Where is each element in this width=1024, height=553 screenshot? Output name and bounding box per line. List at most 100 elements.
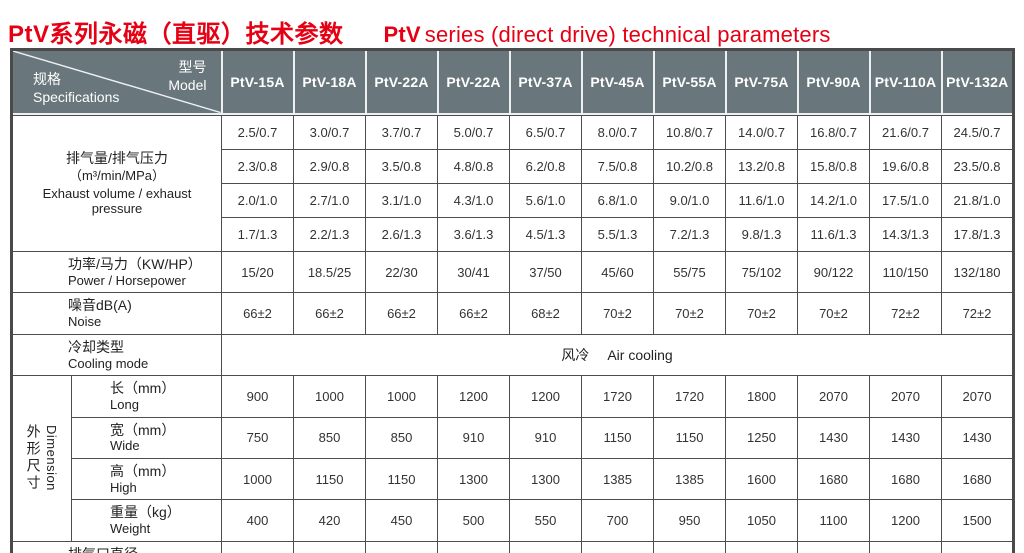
weight-label-en: Weight (110, 521, 151, 537)
model-header-cell: PtV-90A (796, 49, 871, 115)
long-label: 长（mm） Long (71, 375, 222, 418)
value-cell: 1.7/1.3 (221, 217, 294, 252)
corner-cell: 型号 Model 规格 Specifications (10, 49, 223, 115)
value-cell: 1385 (581, 457, 654, 501)
dimension-row-long: 外形尺寸 Dimension 长（mm） Long 900 1000 1000 120… (11, 375, 1014, 542)
parameters-table: 型号 Model 规格 Specifications PtV-15A PtV-18… (10, 48, 1015, 553)
value-cell: 13.2/0.8 (725, 149, 798, 184)
long-label-en: Long (110, 396, 139, 412)
value-cell: 1680 (797, 457, 870, 501)
value-cell: 2.2/1.3 (293, 217, 366, 252)
value-cell: 2070 (941, 375, 1014, 418)
value-cell: 1600 (725, 457, 798, 501)
value-cell: 19.6/0.8 (869, 149, 942, 184)
model-header-cell: PtV-22A (364, 49, 439, 115)
table-header-row: 型号 Model 规格 Specifications PtV-15A PtV-18… (10, 49, 1015, 115)
value-cell: 2.5/0.7 (221, 115, 294, 150)
value-cell: 7.2/1.3 (653, 217, 726, 252)
value-cell: 1100 (797, 499, 870, 542)
diagonal-divider (13, 51, 221, 113)
weight-label-zh: 重量（kg） (110, 504, 181, 521)
value-cell: 1150 (653, 416, 726, 459)
high-label: 高（mm） High (71, 457, 222, 501)
model-header-cell: PtV-132A (940, 49, 1015, 115)
value-cell: 3.0/0.7 (293, 115, 366, 150)
value-cell: 16.8/0.7 (797, 115, 870, 150)
model-header-cell: PtV-22A (436, 49, 511, 115)
value-cell: 30/41 (437, 250, 510, 294)
model-header-cell: PtV-15A (220, 49, 295, 115)
value-cell: 66±2 (293, 292, 366, 335)
value-cell: 14.0/0.7 (725, 115, 798, 150)
cooling-row: 冷却类型 Cooling mode 风冷 Air cooling (11, 333, 1014, 377)
value-cell: 3.5/0.8 (365, 149, 438, 184)
value-cell: 2" (797, 540, 870, 553)
value-cell: 900 (221, 375, 294, 418)
value-cell: 1" (221, 540, 294, 553)
value-cell: 2" (581, 540, 654, 553)
value-cell: 6.5/0.7 (509, 115, 582, 150)
exhaust-row-1: 排气量/排气压力 （m³/min/MPa） Exhaust volume / e… (11, 115, 1014, 252)
value-cell: 17.8/1.3 (941, 217, 1014, 252)
dimension-row-high: 高（mm） High 1000 1150 1150 1300 1300 1385 1385 1… (12, 457, 1014, 501)
value-cell: 14.3/1.3 (869, 217, 942, 252)
value-cell: 1250 (725, 416, 798, 459)
cooling-value-zh: 风冷 (561, 346, 590, 363)
value-cell: 15.8/0.8 (797, 149, 870, 184)
dimension-row-wide: 宽（mm） Wide 750 850 850 910 910 1150 1150 1250 14… (12, 416, 1014, 459)
value-cell: 5.5/1.3 (581, 217, 654, 252)
outlet-row: 排气口直径 Diameter of outlet 1"1"1"1"1-1/4"2… (11, 540, 1014, 553)
value-cell: 1150 (581, 416, 654, 459)
wide-label-zh: 宽（mm） (110, 421, 176, 438)
corner-model-label: 型号 Model (168, 58, 206, 94)
dimension-label-en: Dimension (44, 425, 60, 492)
value-cell: 1-1/4" (509, 540, 582, 553)
value-cell: 3.7/0.7 (365, 115, 438, 150)
value-cell: 2" (941, 540, 1014, 553)
value-cell: 11.6/1.3 (797, 217, 870, 252)
exhaust-row-2: 2.3/0.8 2.9/0.8 3.5/0.8 4.8/0.8 6.2/0.8 7.5/0… (12, 149, 1014, 184)
value-cell: 2.7/1.0 (293, 183, 366, 218)
value-cell: 1680 (869, 457, 942, 501)
value-cell: 2.3/0.8 (221, 149, 294, 184)
exhaust-label-en: Exhaust volume / exhaust pressure (42, 185, 192, 217)
value-cell: 1150 (365, 457, 438, 501)
value-cell: 21.8/1.0 (941, 183, 1014, 218)
value-cell: 70±2 (725, 292, 798, 335)
value-cell: 7.5/0.8 (581, 149, 654, 184)
value-cell: 850 (293, 416, 366, 459)
model-header-cell: PtV-45A (580, 49, 655, 115)
exhaust-row-4: 1.7/1.3 2.2/1.3 2.6/1.3 3.6/1.3 4.5/1.3 5.5/1… (12, 217, 1014, 252)
value-cell: 1300 (509, 457, 582, 501)
noise-label-en: Noise (68, 314, 102, 330)
value-cell: 1430 (869, 416, 942, 459)
power-label: 功率/马力（KW/HP） Power / Horsepower (11, 250, 222, 294)
value-cell: 6.2/0.8 (509, 149, 582, 184)
title-english-brand: PtV (383, 22, 421, 47)
value-cell: 72±2 (941, 292, 1014, 335)
value-cell: 1" (293, 540, 366, 553)
exhaust-label-unit: （m³/min/MPa） (68, 167, 166, 183)
corner-model-en: Model (168, 77, 207, 94)
value-cell: 2" (653, 540, 726, 553)
value-cell: 1" (437, 540, 510, 553)
value-cell: 10.2/0.8 (653, 149, 726, 184)
power-label-en: Power / Horsepower (68, 272, 186, 288)
value-cell: 1500 (941, 499, 1014, 542)
value-cell: 24.5/0.7 (941, 115, 1014, 150)
value-cell: 450 (365, 499, 438, 542)
exhaust-row-3: 2.0/1.0 2.7/1.0 3.1/1.0 4.3/1.0 5.6/1.0 6.8/1… (12, 183, 1014, 218)
value-cell: 1200 (869, 499, 942, 542)
cooling-value-en: Air cooling (607, 346, 673, 363)
model-header-cell: PtV-55A (652, 49, 727, 115)
value-cell: 10.8/0.7 (653, 115, 726, 150)
outlet-label-zh: 排气口直径 (68, 546, 138, 553)
value-cell: 15/20 (221, 250, 294, 294)
value-cell: 500 (437, 499, 510, 542)
corner-spec-label: 规格 Specifications (33, 70, 119, 106)
value-cell: 8.0/0.7 (581, 115, 654, 150)
value-cell: 45/60 (581, 250, 654, 294)
value-cell: 72±2 (869, 292, 942, 335)
corner-spec-zh: 规格 (33, 71, 61, 88)
